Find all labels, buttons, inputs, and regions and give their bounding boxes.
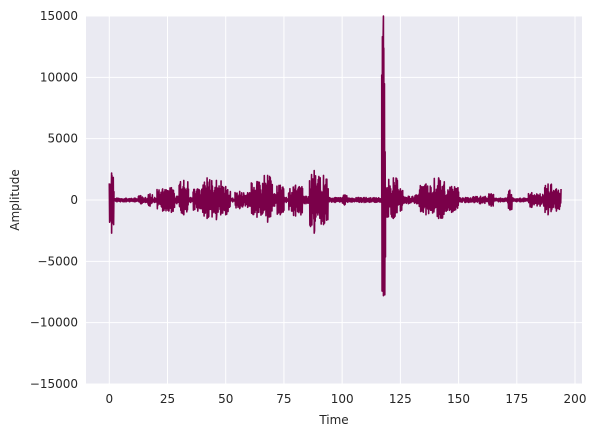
y-axis-ticks: −15000 −10000 −5000 0 5000 10000 15000: [30, 9, 78, 391]
x-tick-label: 150: [447, 392, 470, 406]
x-tick-label: 200: [564, 392, 587, 406]
x-tick-label: 25: [160, 392, 175, 406]
grid-lines: [86, 15, 582, 385]
y-tick-label: −10000: [30, 316, 78, 330]
x-tick-label: 50: [218, 392, 233, 406]
x-tick-label: 125: [389, 392, 412, 406]
y-tick-label: −15000: [30, 377, 78, 391]
x-tick-label: 175: [505, 392, 528, 406]
y-tick-label: −5000: [37, 254, 78, 268]
waveform-line: [108, 15, 562, 297]
y-tick-label: 0: [70, 193, 78, 207]
x-axis-ticks: 0 25 50 75 100 125 150 175 200: [105, 392, 586, 406]
y-tick-label: 10000: [40, 70, 78, 84]
y-tick-label: 5000: [47, 132, 78, 146]
x-tick-label: 0: [105, 392, 113, 406]
x-tick-label: 100: [331, 392, 354, 406]
x-tick-label: 75: [276, 392, 291, 406]
waveform-series: [108, 15, 562, 297]
x-axis-label: Time: [318, 413, 348, 427]
y-tick-label: 15000: [40, 9, 78, 23]
y-axis-label: Amplitude: [8, 169, 22, 231]
